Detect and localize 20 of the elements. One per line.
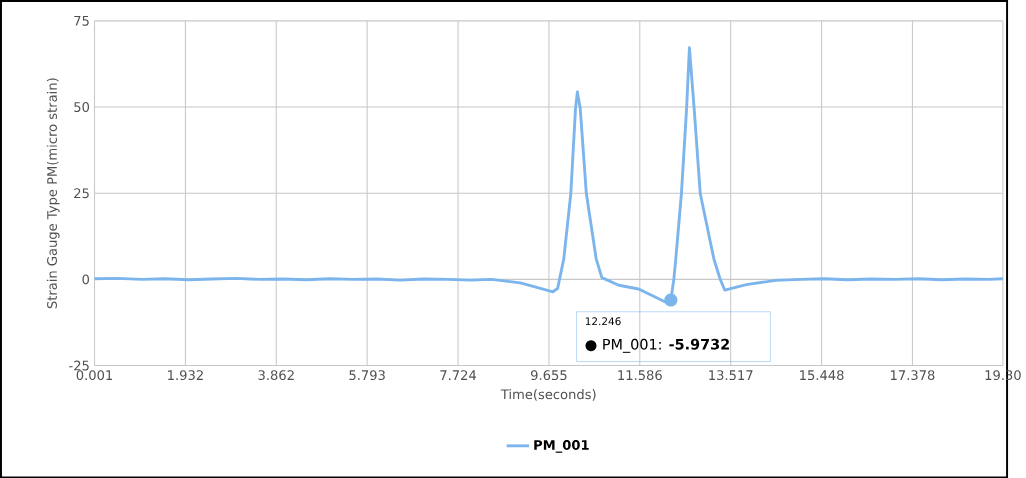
annotation: 12.246 <box>585 317 621 325</box>
x-tick-label: 17.378 <box>890 369 935 380</box>
x-tick-label: 15.448 <box>800 369 844 380</box>
x-axis-title: Time(seconds) <box>500 388 596 401</box>
y-tick-label: 75 <box>74 15 89 26</box>
annotation: ● PM_001: -5.9732 <box>585 338 729 353</box>
x-tick-label: 5.793 <box>349 369 385 380</box>
x-tick-label: 7.724 <box>440 369 477 380</box>
y-tick-label: 0 <box>82 274 90 285</box>
y-tick-label: 25 <box>74 188 89 198</box>
x-tick-label: 9.655 <box>531 369 567 380</box>
y-tick-label: -25 <box>69 360 89 371</box>
y-tick-label: 50 <box>74 101 90 112</box>
x-tick-label: 13.517 <box>709 369 753 380</box>
x-tick-label: 3.862 <box>258 369 294 380</box>
x-tick-label: 11.586 <box>618 369 662 380</box>
legend-label: PM_001 <box>534 439 589 453</box>
y-axis-title: Strain Gauge Type PM(micro strain) <box>46 78 60 308</box>
x-tick-label: 1.932 <box>168 369 203 380</box>
x-tick-label: 0.001 <box>76 369 113 380</box>
